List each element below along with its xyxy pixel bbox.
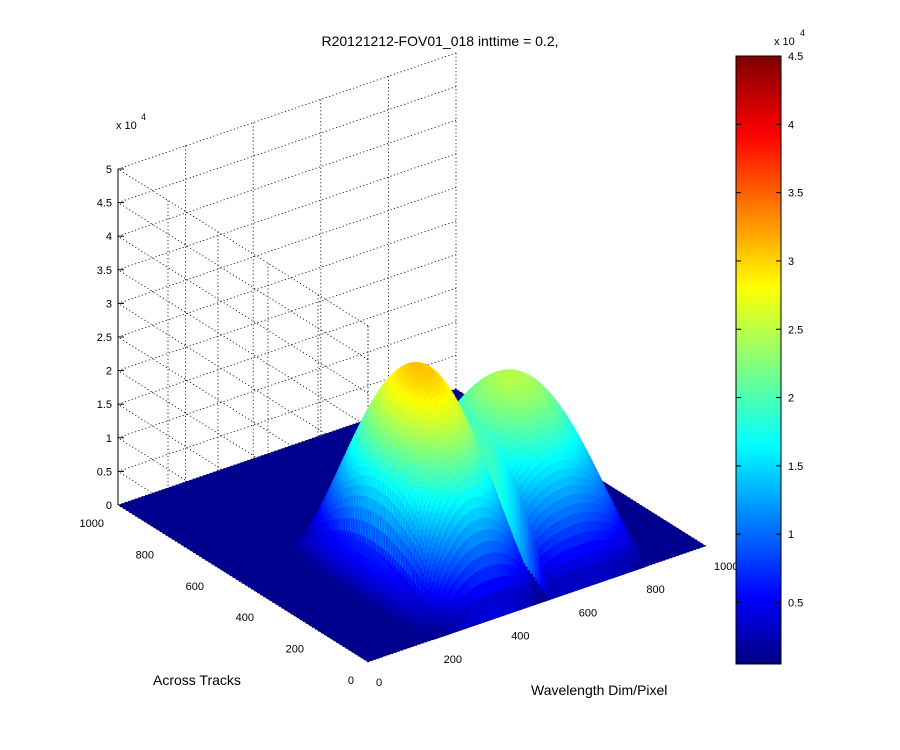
z-tick-label: 0 [106, 500, 112, 512]
colorbar-tick-label: 4.5 [788, 51, 803, 63]
z-exponent-power: 4 [141, 112, 146, 122]
y-tick-label: 0 [348, 675, 354, 687]
colorbar-tick-label: 2.5 [788, 324, 803, 336]
z-tick-label: 3.5 [97, 265, 112, 277]
colorbar-tick-label: 1.5 [788, 461, 803, 473]
z-tick-label: 2 [106, 366, 112, 378]
colorbar-tick-label: 0.5 [788, 598, 803, 610]
y-tick-label: 600 [186, 581, 204, 593]
colorbar-exponent-power: 4 [800, 28, 805, 38]
y-tick-label: 800 [136, 549, 154, 561]
x-tick-label: 600 [579, 607, 597, 619]
z-tick-label: 4 [106, 231, 112, 243]
colorbar-tick-label: 2 [788, 393, 794, 405]
z-tick-label: 1.5 [97, 399, 112, 411]
y-tick-label: 1000 [80, 518, 104, 530]
spectral-surface [287, 361, 647, 641]
z-tick-label: 4.5 [97, 198, 112, 210]
x-tick-label: 800 [646, 584, 664, 596]
colorbar-tick-label: 4 [788, 119, 794, 131]
z-tick-label: 5 [106, 164, 112, 176]
colorbar-ticks: 0.5 1 1.5 2 2.5 3 3.5 4 4.5 [736, 51, 803, 610]
y-tick-label: 400 [236, 612, 254, 624]
z-exponent-label: x 10 [116, 120, 137, 132]
x-tick-label: 1000 [714, 561, 738, 573]
z-tick-label: 3 [106, 298, 112, 310]
y-axis-label: Across Tracks [153, 672, 241, 688]
x-tick-label: 400 [511, 631, 529, 643]
colorbar-gradient [735, 55, 782, 665]
z-tick-label: 1 [106, 433, 112, 445]
colorbar-tick-label: 3.5 [788, 188, 803, 200]
x-axis-label: Wavelength Dim/Pixel [531, 682, 667, 698]
z-tick-label: 0.5 [97, 466, 112, 478]
z-tick-label: 2.5 [97, 332, 112, 344]
colorbar-exponent-label: x 10 [774, 36, 795, 48]
x-tick-label: 0 [376, 677, 382, 689]
y-tick-label: 200 [286, 644, 304, 656]
axes: 00.511.522.533.544.550200400600800100002… [80, 164, 739, 689]
colorbar-tick-label: 3 [788, 256, 794, 268]
x-tick-label: 200 [444, 654, 462, 666]
colorbar-tick-label: 1 [788, 529, 794, 541]
colorbar: 0.5 1 1.5 2 2.5 3 3.5 4 4.5 x 10 4 [735, 28, 805, 665]
chart-title: R20121212-FOV01_018 inttime = 0.2, [322, 33, 559, 49]
